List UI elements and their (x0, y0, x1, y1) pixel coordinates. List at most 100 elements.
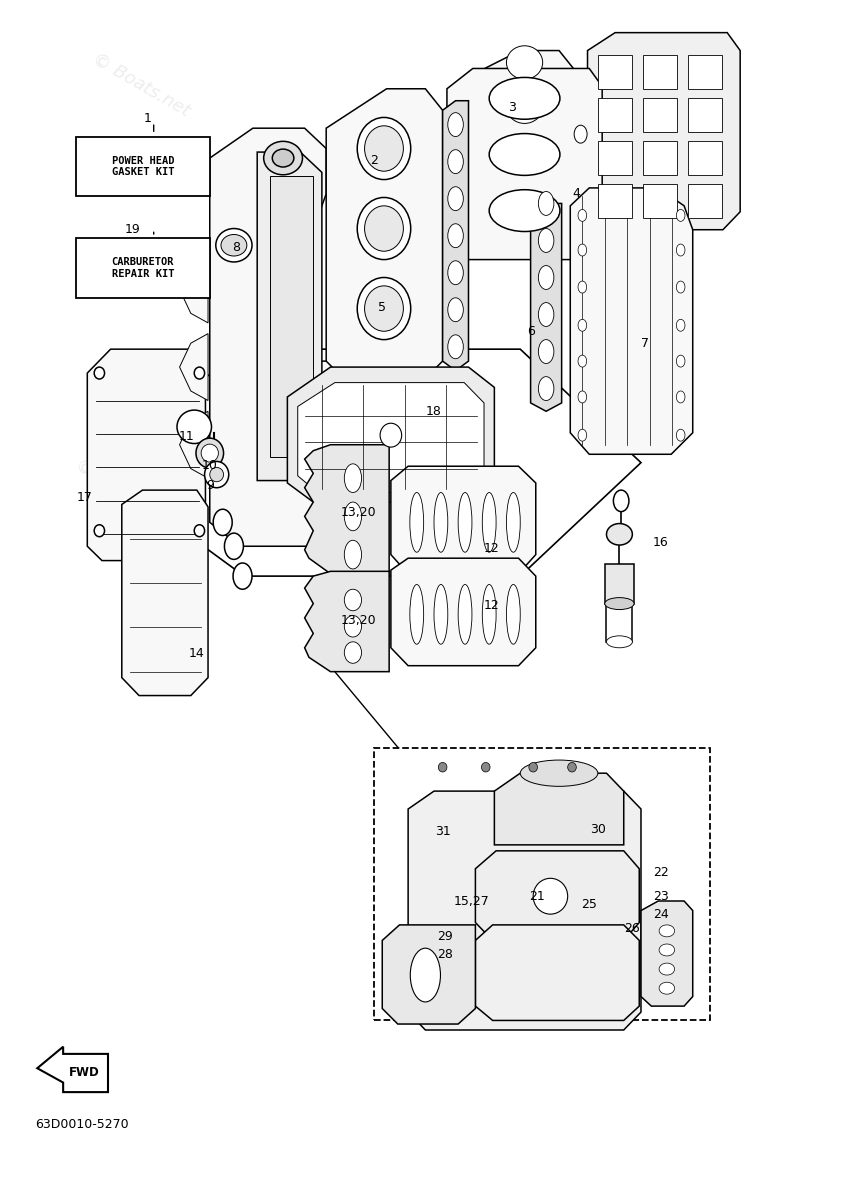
Polygon shape (408, 791, 641, 1030)
Ellipse shape (345, 616, 362, 637)
Ellipse shape (676, 430, 685, 442)
Ellipse shape (214, 509, 232, 535)
Ellipse shape (538, 265, 554, 289)
Ellipse shape (578, 355, 587, 367)
Text: 17: 17 (76, 491, 93, 504)
Ellipse shape (264, 142, 302, 175)
Polygon shape (270, 176, 313, 457)
Ellipse shape (506, 492, 520, 552)
Ellipse shape (448, 260, 464, 284)
Ellipse shape (538, 302, 554, 326)
Polygon shape (495, 773, 624, 845)
Polygon shape (588, 32, 740, 229)
Polygon shape (89, 349, 641, 576)
Polygon shape (305, 571, 389, 672)
Polygon shape (530, 204, 562, 412)
Polygon shape (88, 349, 206, 560)
Ellipse shape (659, 964, 674, 976)
Bar (642, 185, 677, 217)
Ellipse shape (177, 410, 212, 444)
Ellipse shape (458, 492, 472, 552)
Bar (76, 238, 210, 298)
Ellipse shape (365, 286, 404, 331)
Ellipse shape (345, 540, 362, 569)
Polygon shape (122, 490, 208, 696)
Ellipse shape (529, 762, 537, 772)
Ellipse shape (448, 223, 464, 247)
Ellipse shape (483, 584, 496, 644)
Ellipse shape (538, 228, 554, 252)
Text: 13,20: 13,20 (341, 506, 377, 520)
Ellipse shape (365, 126, 404, 172)
Ellipse shape (533, 878, 568, 914)
Ellipse shape (568, 762, 576, 772)
Ellipse shape (410, 584, 424, 644)
Ellipse shape (538, 340, 554, 364)
Text: © Boats.net: © Boats.net (503, 49, 607, 120)
Ellipse shape (676, 281, 685, 293)
Text: 11: 11 (179, 430, 194, 443)
Ellipse shape (578, 210, 587, 221)
Ellipse shape (578, 430, 587, 442)
Polygon shape (37, 1046, 108, 1092)
Polygon shape (476, 925, 639, 1020)
Ellipse shape (358, 277, 411, 340)
Text: FWD: FWD (69, 1067, 100, 1080)
Polygon shape (180, 334, 208, 401)
Polygon shape (443, 101, 469, 371)
Ellipse shape (345, 642, 362, 664)
Text: 12: 12 (483, 542, 500, 556)
Text: 18: 18 (426, 404, 442, 418)
Bar (76, 137, 210, 197)
Text: 10: 10 (202, 458, 218, 472)
Ellipse shape (483, 492, 496, 552)
Text: 28: 28 (437, 948, 453, 961)
Text: 13,20: 13,20 (341, 614, 377, 626)
Ellipse shape (196, 438, 224, 468)
Ellipse shape (95, 524, 104, 536)
Polygon shape (391, 558, 536, 666)
Ellipse shape (448, 113, 464, 137)
Ellipse shape (438, 762, 447, 772)
Ellipse shape (614, 490, 629, 511)
Bar (687, 98, 722, 132)
Ellipse shape (676, 391, 685, 403)
Ellipse shape (345, 502, 362, 530)
Ellipse shape (605, 598, 635, 610)
Ellipse shape (194, 524, 205, 536)
Ellipse shape (676, 319, 685, 331)
Text: 30: 30 (590, 823, 606, 836)
Text: © Boats.net: © Boats.net (451, 898, 556, 968)
Text: 19: 19 (124, 223, 140, 236)
Ellipse shape (490, 78, 560, 119)
Text: 31: 31 (435, 826, 450, 839)
Polygon shape (570, 188, 693, 455)
Ellipse shape (607, 636, 633, 648)
Ellipse shape (345, 464, 362, 492)
Ellipse shape (538, 192, 554, 215)
Ellipse shape (358, 118, 411, 180)
Ellipse shape (538, 377, 554, 401)
Text: 63D0010-5270: 63D0010-5270 (36, 1118, 129, 1130)
Polygon shape (473, 50, 576, 204)
Ellipse shape (345, 589, 362, 611)
Polygon shape (447, 68, 602, 259)
Bar (642, 55, 677, 89)
Ellipse shape (194, 367, 205, 379)
Polygon shape (257, 152, 322, 480)
Ellipse shape (233, 563, 252, 589)
Ellipse shape (205, 462, 229, 487)
Polygon shape (305, 445, 389, 574)
Ellipse shape (273, 149, 294, 167)
Ellipse shape (201, 444, 219, 462)
Ellipse shape (676, 355, 685, 367)
Polygon shape (641, 901, 693, 1006)
Polygon shape (326, 89, 443, 383)
Ellipse shape (221, 234, 247, 256)
Ellipse shape (574, 125, 587, 143)
Polygon shape (391, 467, 536, 574)
Text: 4: 4 (572, 187, 580, 200)
Ellipse shape (578, 244, 587, 256)
Text: 1: 1 (144, 112, 152, 125)
Ellipse shape (506, 584, 520, 644)
